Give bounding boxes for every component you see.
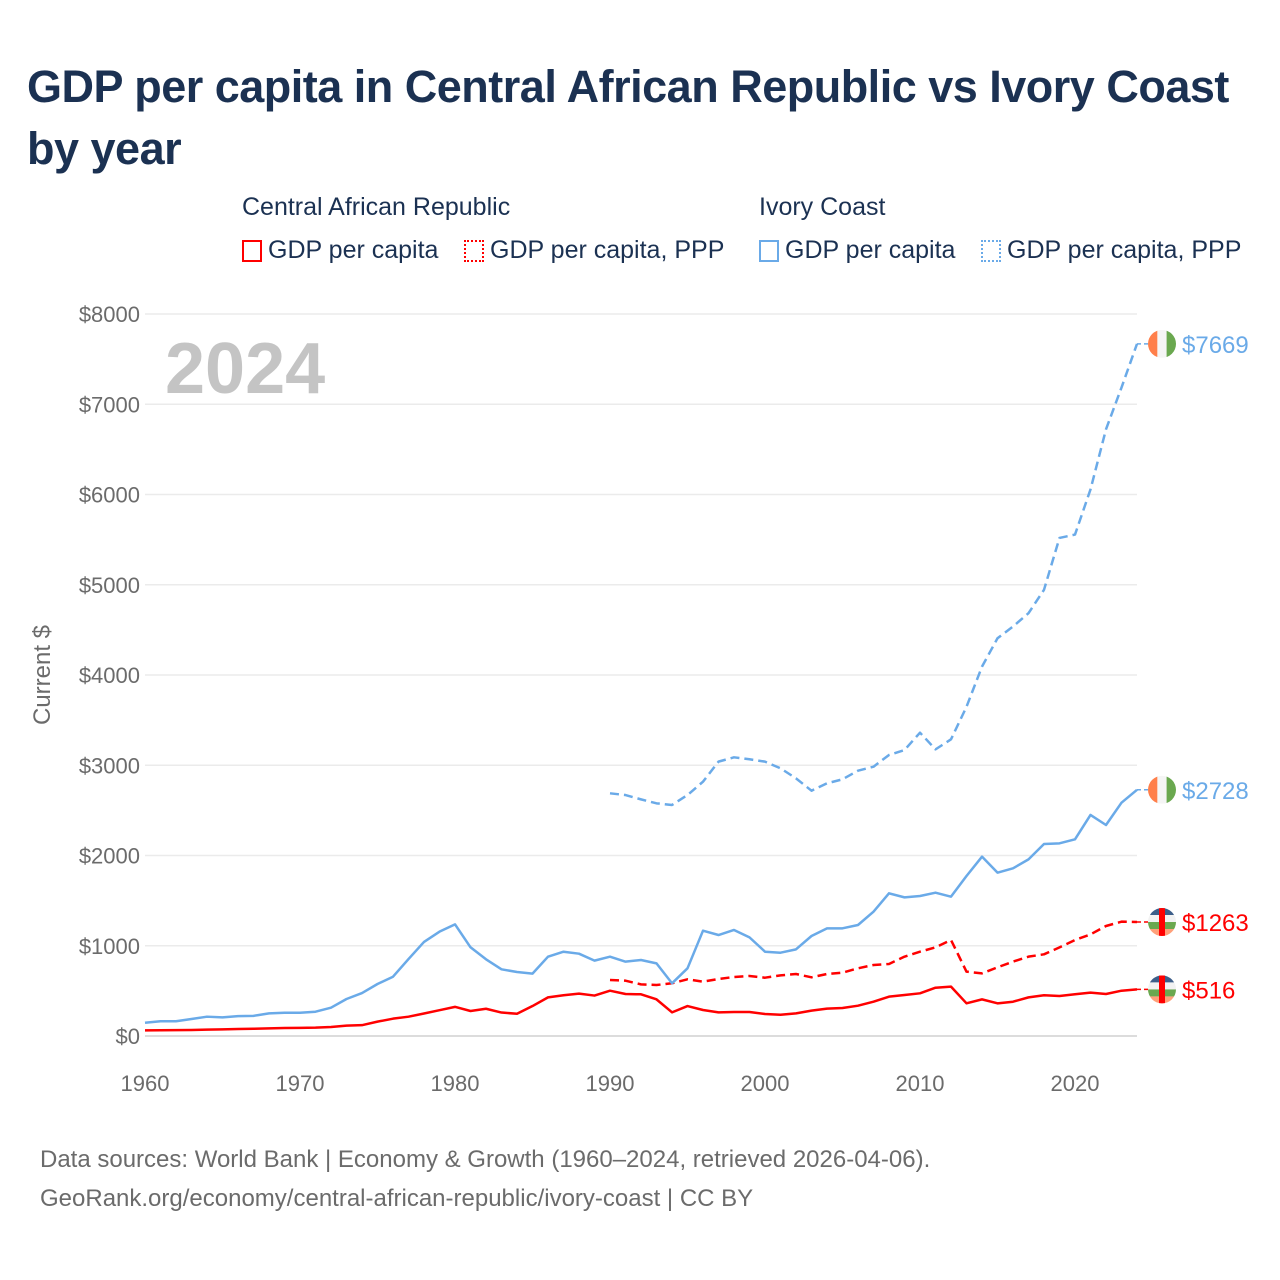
end-value-label: $1263	[1182, 910, 1249, 937]
chart-title: GDP per capita in Central African Republ…	[27, 61, 1229, 174]
y-tick-label: $1000	[79, 934, 140, 959]
legend-label: GDP per capita, PPP	[490, 236, 725, 264]
x-tick-label: 1960	[121, 1071, 170, 1096]
y-tick-label: $8000	[79, 302, 140, 327]
series-line-1	[609, 920, 1138, 987]
legend-swatch-dotted-red	[464, 239, 484, 262]
series-line-0	[144, 985, 1138, 1032]
x-tick-label: 1970	[276, 1071, 325, 1096]
legend-swatch-solid-red	[242, 239, 262, 262]
source-link[interactable]: GeoRank.org/economy/central-african-repu…	[40, 1185, 754, 1212]
y-tick-label: $0	[116, 1024, 140, 1049]
y-tick-label: $3000	[79, 753, 140, 778]
legend-swatch-dotted-blue	[981, 239, 1001, 262]
y-tick-label: $5000	[79, 573, 140, 598]
end-value-label: $7669	[1182, 332, 1249, 359]
legend-group-car: Central African Republic	[242, 193, 511, 221]
y-tick-label: $6000	[79, 483, 140, 508]
y-tick-label: $4000	[79, 663, 140, 688]
legend-ivory-coast-gdp[interactable]: GDP per capita	[759, 236, 955, 265]
end-value-label: $516	[1182, 977, 1235, 1004]
ivory-coast-flag-icon	[1148, 775, 1176, 804]
car-flag-icon	[1148, 908, 1176, 937]
series-line-3	[609, 343, 1139, 807]
car-flag-icon	[1148, 975, 1176, 1004]
x-tick-label: 2020	[1051, 1071, 1100, 1096]
x-tick-label: 2010	[896, 1071, 945, 1096]
legend-label: GDP per capita	[785, 236, 956, 264]
legend-swatch-solid-blue	[759, 239, 779, 262]
ivory-coast-flag-icon	[1148, 329, 1176, 358]
x-tick-label: 1990	[586, 1071, 635, 1096]
legend-car-gdp-ppp[interactable]: GDP per capita, PPP	[464, 236, 724, 265]
y-tick-label: $2000	[79, 844, 140, 869]
y-tick-label: $7000	[79, 392, 140, 417]
source-note: Data sources: World Bank | Economy & Gro…	[40, 1140, 930, 1218]
year-watermark: 2024	[165, 329, 325, 409]
series-line-2	[144, 788, 1138, 1024]
x-tick-label: 2000	[741, 1071, 790, 1096]
legend-car-gdp[interactable]: GDP per capita	[242, 236, 438, 265]
end-value-label: $2728	[1182, 778, 1249, 805]
x-tick-label: 1980	[431, 1071, 480, 1096]
source-line: Data sources: World Bank | Economy & Gro…	[40, 1146, 931, 1173]
legend-label: GDP per capita, PPP	[1007, 236, 1242, 264]
legend-group-ivory-coast: Ivory Coast	[759, 193, 886, 221]
y-axis-label: Current $	[29, 625, 56, 725]
legend-ivory-coast-gdp-ppp[interactable]: GDP per capita, PPP	[981, 236, 1241, 265]
legend-label: GDP per capita	[268, 236, 439, 264]
